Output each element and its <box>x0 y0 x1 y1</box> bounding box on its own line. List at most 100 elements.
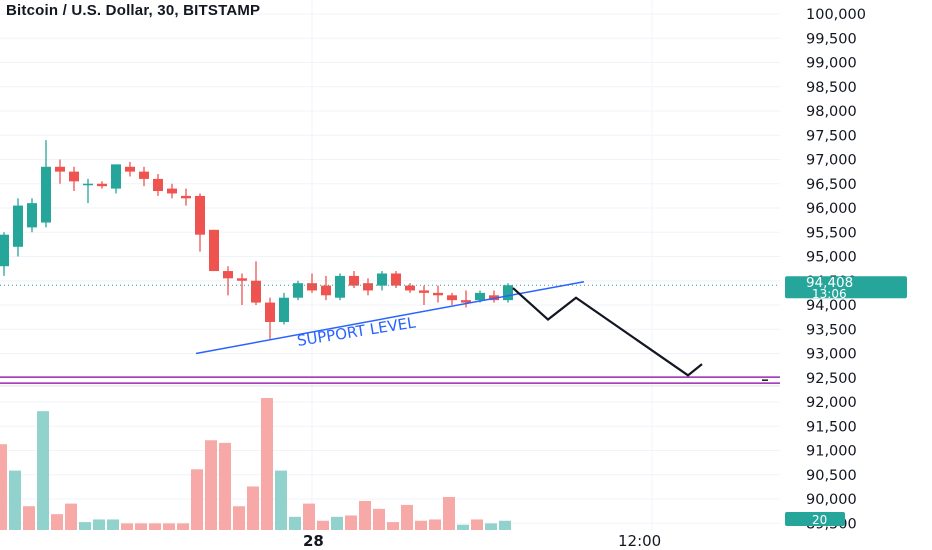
candle-body <box>279 297 289 322</box>
candle-body <box>125 166 135 172</box>
y-tick-label: 93,500 <box>806 322 857 338</box>
price-tag-countdown: 13:06 <box>812 287 847 301</box>
volume-bar <box>23 506 35 530</box>
volume-bar <box>443 497 455 530</box>
candle-body <box>181 195 191 199</box>
volume-bar <box>79 522 91 530</box>
candle-body <box>97 183 107 187</box>
volume-bar <box>401 504 413 530</box>
volume-bar <box>9 470 21 530</box>
y-tick-label: 92,500 <box>806 371 857 387</box>
candle-body <box>349 275 359 286</box>
y-tick-label: 95,000 <box>806 250 857 266</box>
volume-bar <box>93 519 105 530</box>
y-tick-label: 91,500 <box>806 419 857 435</box>
volume-bar <box>191 469 203 530</box>
volume-bar <box>317 520 329 530</box>
candle-body <box>363 283 373 291</box>
y-tick-label: 97,000 <box>806 153 857 169</box>
candle-body <box>461 300 471 303</box>
candle-body <box>13 205 23 247</box>
volume-bar <box>485 523 497 530</box>
candle-body <box>139 171 149 179</box>
volume-tag-value: 20 <box>812 513 827 527</box>
y-tick-label: 95,500 <box>806 225 857 241</box>
candle-body <box>503 285 513 301</box>
volume-bar <box>359 500 371 530</box>
volume-bar <box>261 398 273 530</box>
candle-body <box>209 229 219 272</box>
volume-bar <box>177 523 189 530</box>
candle-body <box>405 285 415 291</box>
candle-body <box>307 283 317 291</box>
volume-bar <box>415 520 427 530</box>
volume-bar <box>37 411 49 530</box>
volume-bar <box>65 503 77 530</box>
y-tick-label: 99,000 <box>806 56 857 72</box>
volume-bar <box>163 523 175 530</box>
volume-bar <box>471 519 483 530</box>
candle-body <box>419 290 429 293</box>
y-tick-label: 93,000 <box>806 347 857 363</box>
volume-bar <box>121 523 133 530</box>
candle-body <box>69 171 79 182</box>
candle-body <box>391 273 401 286</box>
y-tick-label: 96,500 <box>806 177 857 193</box>
candle-body <box>111 164 121 189</box>
y-tick-label: 98,000 <box>806 104 857 120</box>
volume-bar <box>205 440 217 530</box>
x-tick-label: 28 <box>303 532 324 550</box>
volume-bar <box>233 506 245 530</box>
price-tag-value: 94,408 <box>806 275 853 291</box>
volume-bar <box>107 519 119 530</box>
y-tick-label: 91,000 <box>806 444 857 460</box>
volume-bar <box>247 486 259 530</box>
candle-body <box>83 183 93 186</box>
candle-body <box>335 275 345 298</box>
volume-bar <box>373 508 385 530</box>
y-tick-label: 99,500 <box>806 31 857 47</box>
y-tick-label: 94,000 <box>806 298 857 314</box>
y-tick-label: 96,000 <box>806 201 857 217</box>
volume-bar <box>331 516 343 530</box>
y-tick-label: 90,000 <box>806 492 857 508</box>
y-tick-label: 92,000 <box>806 395 857 411</box>
candle-body <box>321 285 331 296</box>
volume-bar <box>289 516 301 530</box>
candle-body <box>0 234 9 267</box>
candle-body <box>195 195 205 235</box>
candle-body <box>167 188 177 194</box>
candle-body <box>41 166 51 223</box>
candle-body <box>153 178 163 192</box>
candle-body <box>475 292 485 301</box>
y-tick-label: 98,500 <box>806 80 857 96</box>
y-tick-label: 100,000 <box>806 7 866 23</box>
support-level-label: SUPPORT LEVEL <box>296 313 418 350</box>
candle-body <box>433 292 443 296</box>
volume-bar <box>429 519 441 530</box>
volume-bar <box>303 503 315 530</box>
volume-bar <box>0 444 7 530</box>
volume-bar <box>135 523 147 530</box>
price-tag <box>785 276 907 299</box>
candle-body <box>447 295 457 301</box>
volume-bar <box>499 520 511 530</box>
chart-title: Bitcoin / U.S. Dollar, 30, BITSTAMP <box>6 2 261 19</box>
candle-body <box>251 280 261 303</box>
candle-body <box>293 283 303 298</box>
volume-bar <box>345 515 357 530</box>
y-tick-label: 90,500 <box>806 468 857 484</box>
candle-body <box>237 278 247 281</box>
candle-body <box>27 203 37 228</box>
x-tick-label: 12:00 <box>618 532 661 550</box>
candle-body <box>265 302 275 322</box>
projection-path <box>512 287 703 377</box>
candle-body <box>223 271 233 279</box>
candle-body <box>377 273 387 286</box>
volume-bar <box>275 470 287 530</box>
volume-bar <box>51 514 63 530</box>
y-tick-label: 97,500 <box>806 128 857 144</box>
volume-bar <box>457 524 469 530</box>
